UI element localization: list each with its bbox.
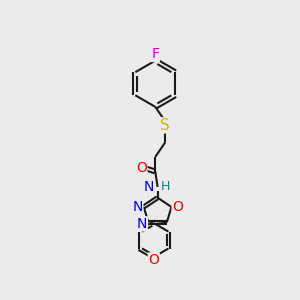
Text: H: H	[161, 180, 170, 194]
Text: N: N	[143, 180, 154, 194]
Text: O: O	[136, 161, 147, 176]
Text: O: O	[172, 200, 183, 214]
Text: O: O	[148, 253, 159, 267]
Text: N: N	[132, 200, 143, 214]
Text: S: S	[160, 118, 170, 133]
Text: N: N	[137, 217, 147, 231]
Text: F: F	[151, 47, 159, 61]
